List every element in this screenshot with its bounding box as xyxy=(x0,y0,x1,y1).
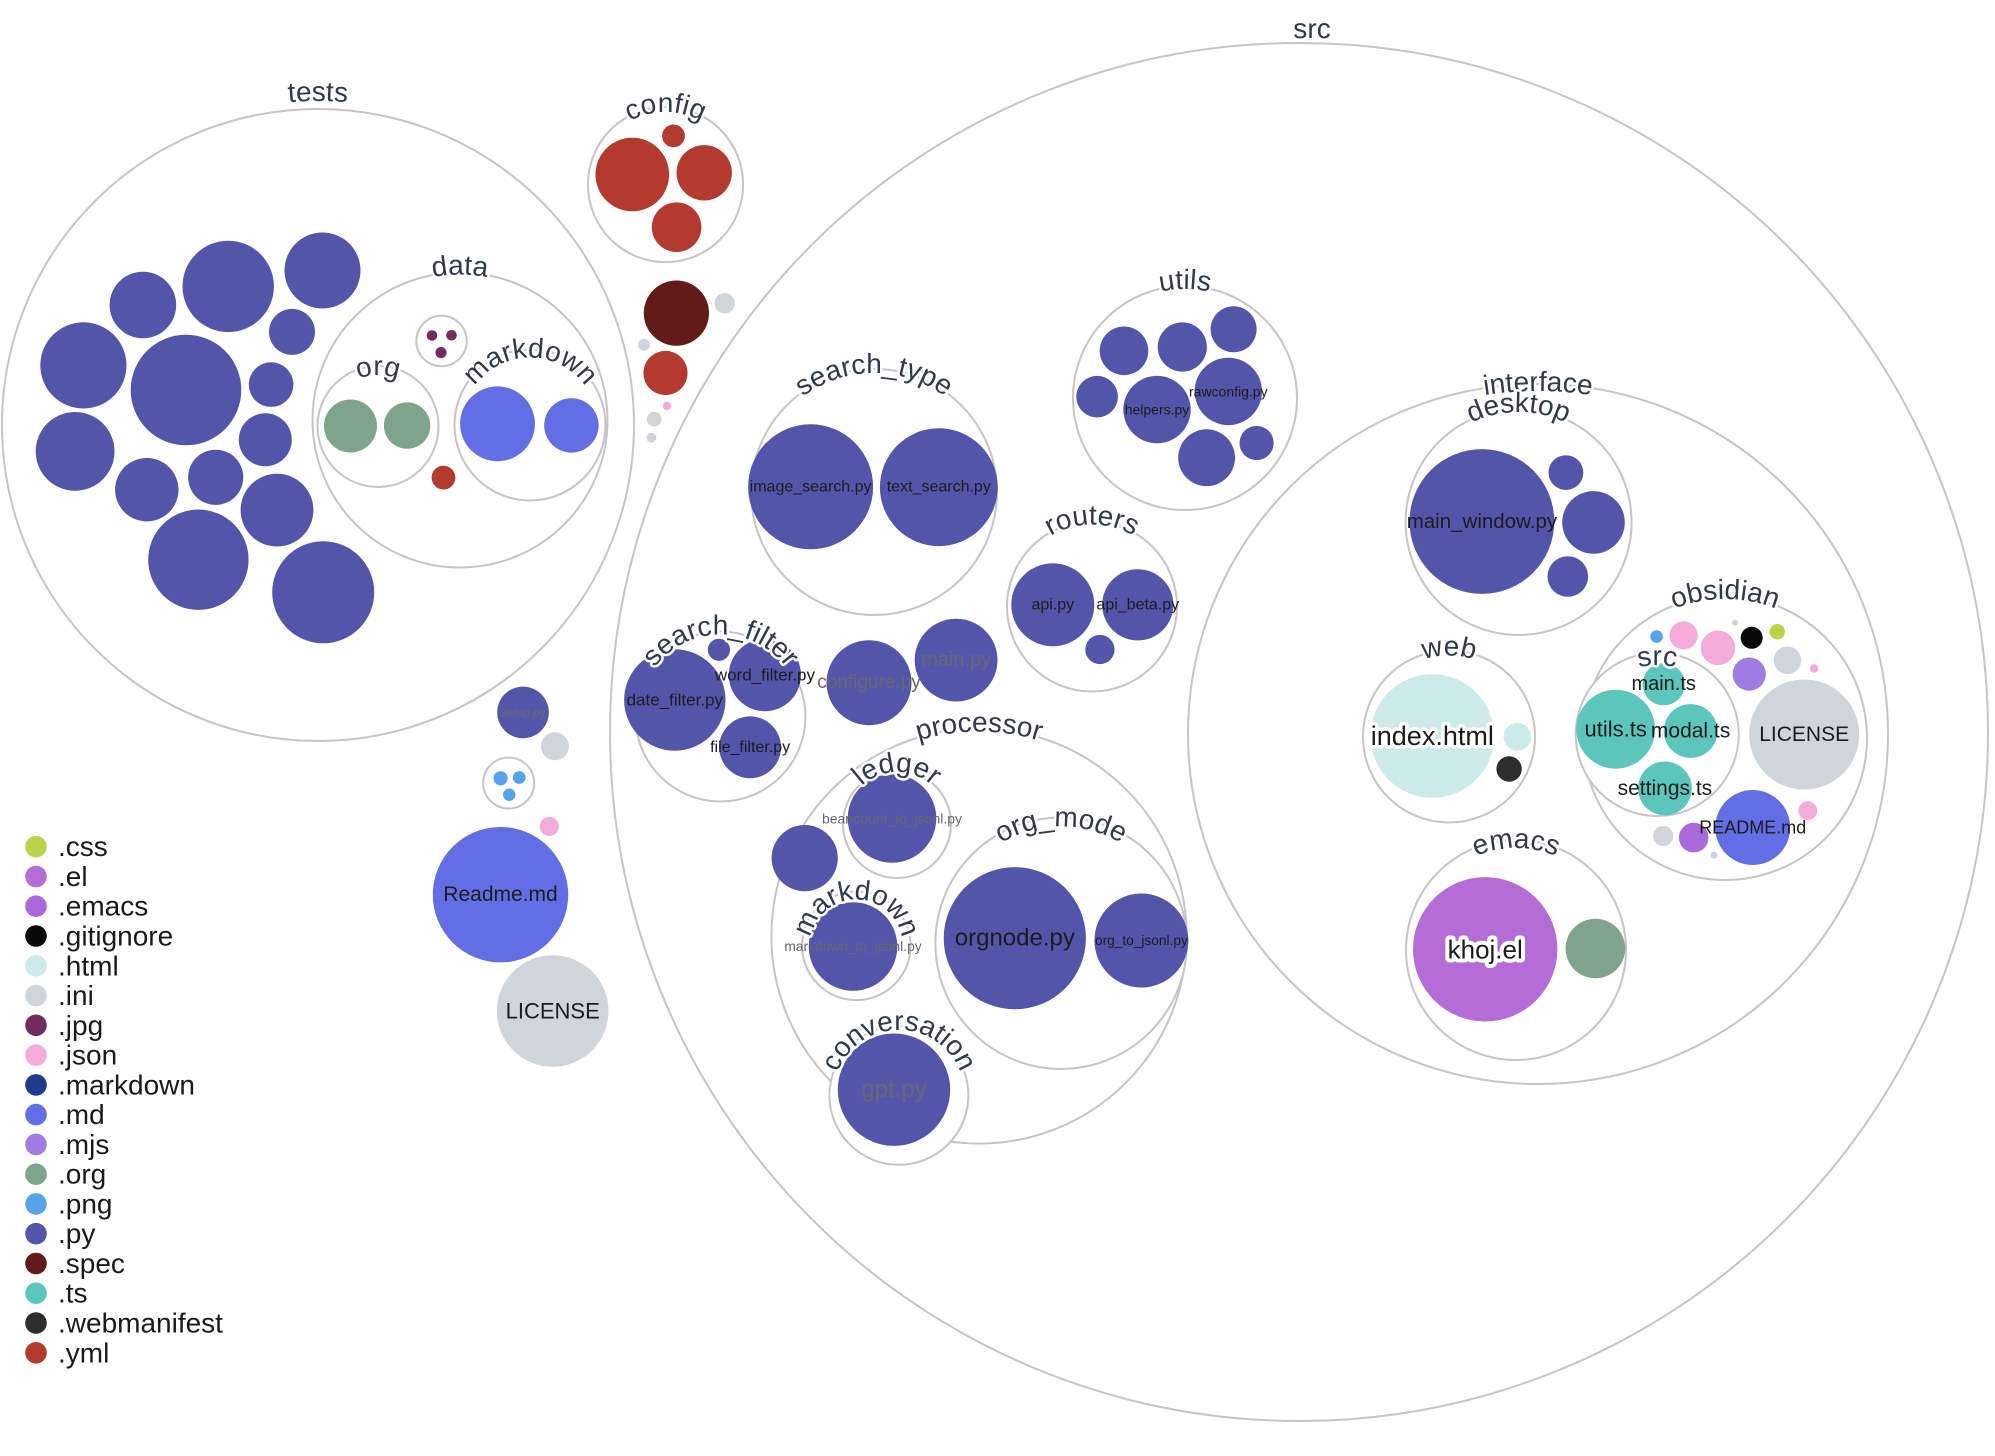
svg-text:data: data xyxy=(430,249,491,282)
svg-text:helpers.py: helpers.py xyxy=(1125,402,1190,418)
svg-text:web: web xyxy=(1418,630,1480,665)
svg-text:settings.ts: settings.ts xyxy=(1618,777,1713,800)
svg-text:.gitignore: .gitignore xyxy=(58,921,173,952)
svg-text:.png: .png xyxy=(58,1188,113,1219)
svg-text:.json: .json xyxy=(58,1040,117,1071)
svg-text:api_beta.py: api_beta.py xyxy=(1096,596,1179,613)
svg-text:orgnode.py: orgnode.py xyxy=(955,925,1075,952)
svg-text:date_filter.py: date_filter.py xyxy=(627,691,724,710)
svg-text:main.py: main.py xyxy=(921,649,991,671)
svg-text:rawconfig.py: rawconfig.py xyxy=(1189,383,1268,399)
svg-text:utils: utils xyxy=(1156,264,1213,298)
svg-text:index.html: index.html xyxy=(1371,721,1494,751)
svg-text:khoj.el: khoj.el xyxy=(1448,934,1523,964)
svg-text:tests: tests xyxy=(287,76,350,108)
svg-text:.jpg: .jpg xyxy=(58,1010,103,1041)
svg-text:.mjs: .mjs xyxy=(58,1129,109,1160)
svg-text:Readme.md: Readme.md xyxy=(443,883,557,906)
svg-text:README.md: README.md xyxy=(1699,818,1806,838)
svg-text:configure.py: configure.py xyxy=(817,672,921,693)
svg-text:processor: processor xyxy=(912,707,1047,747)
svg-text:.ts: .ts xyxy=(58,1278,88,1309)
svg-text:beancount_to_jsonl.py: beancount_to_jsonl.py xyxy=(822,810,962,826)
svg-text:file_filter.py: file_filter.py xyxy=(710,739,790,756)
svg-text:utils.ts: utils.ts xyxy=(1585,717,1647,742)
svg-text:org: org xyxy=(352,350,404,384)
svg-text:src: src xyxy=(1635,640,1680,673)
svg-text:.py: .py xyxy=(58,1218,95,1249)
svg-text:image_search.py: image_search.py xyxy=(750,478,872,495)
svg-text:.webmanifest: .webmanifest xyxy=(58,1308,223,1339)
svg-text:api.py: api.py xyxy=(1031,596,1074,613)
svg-text:modal.ts: modal.ts xyxy=(1651,720,1730,743)
svg-text:word_filter.py: word_filter.py xyxy=(714,666,816,685)
svg-text:.el: .el xyxy=(58,861,88,892)
svg-text:org_to_jsonl.py: org_to_jsonl.py xyxy=(1095,933,1188,948)
svg-text:.org: .org xyxy=(58,1159,106,1190)
svg-text:.emacs: .emacs xyxy=(58,891,148,922)
svg-text:.spec: .spec xyxy=(58,1248,125,1279)
svg-text:.yml: .yml xyxy=(58,1337,109,1368)
svg-text:text_search.py: text_search.py xyxy=(887,479,991,496)
svg-text:interface: interface xyxy=(1481,366,1595,401)
svg-text:.markdown: .markdown xyxy=(58,1069,195,1100)
svg-text:src: src xyxy=(1293,13,1331,44)
svg-text:gpt.py: gpt.py xyxy=(861,1076,926,1103)
svg-text:.ini: .ini xyxy=(58,980,94,1011)
svg-text:LICENSE: LICENSE xyxy=(1759,723,1849,746)
svg-text:.html: .html xyxy=(58,950,119,981)
svg-text:.md: .md xyxy=(58,1099,105,1130)
svg-text:main.ts: main.ts xyxy=(1631,673,1695,695)
svg-text:setup.py: setup.py xyxy=(500,705,545,719)
svg-text:LICENSE: LICENSE xyxy=(506,999,600,1024)
svg-text:main_window.py: main_window.py xyxy=(1407,510,1558,533)
svg-text:markdown_to_jsonl.py: markdown_to_jsonl.py xyxy=(784,939,921,954)
svg-text:.css: .css xyxy=(58,831,108,862)
